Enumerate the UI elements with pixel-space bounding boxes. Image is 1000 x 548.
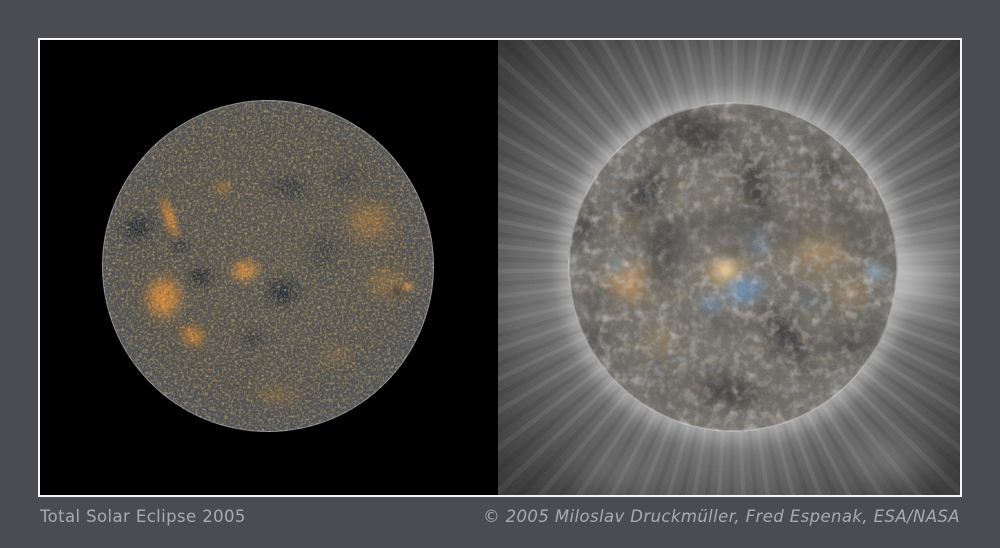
feature-blob xyxy=(170,238,190,254)
feature-blob xyxy=(715,269,773,311)
feature-blob xyxy=(142,272,186,324)
corona-disk-texture xyxy=(568,102,898,432)
magnetogram-sun-disk xyxy=(102,100,434,432)
feature-blob xyxy=(173,319,213,353)
photo-title: Total Solar Eclipse 2005 xyxy=(40,507,246,526)
feature-blob xyxy=(704,254,748,290)
feature-blob xyxy=(213,179,233,195)
feature-blob xyxy=(228,258,262,284)
eclipse-composite-photo xyxy=(38,38,962,497)
feature-blob xyxy=(863,263,887,281)
magnetogram-limb-ring xyxy=(102,100,434,432)
magnetogram-feature-layer xyxy=(102,100,434,432)
feature-blob xyxy=(327,166,363,190)
feature-blob xyxy=(263,171,315,203)
feature-blob xyxy=(241,330,265,348)
corona-limb-ring xyxy=(568,102,898,432)
feature-blob xyxy=(155,191,185,245)
feature-blob xyxy=(798,150,858,186)
feature-blob xyxy=(742,286,830,386)
feature-blob xyxy=(614,212,642,232)
feature-blob xyxy=(114,208,162,248)
feature-blob xyxy=(644,206,684,290)
feature-blob xyxy=(305,229,341,277)
feature-blob xyxy=(729,139,783,237)
feature-blob xyxy=(696,296,724,314)
feature-blob xyxy=(401,282,415,292)
magnetogram-panel xyxy=(40,40,498,495)
feature-blob xyxy=(362,265,414,301)
feature-blob xyxy=(601,258,657,306)
corona-sun-disk xyxy=(568,102,898,432)
feature-blob xyxy=(263,276,303,308)
feature-blob xyxy=(640,328,676,352)
feature-blob xyxy=(611,151,681,233)
feature-blob xyxy=(602,255,634,275)
feature-blob xyxy=(784,224,856,276)
feature-blob xyxy=(717,262,735,278)
feature-blob xyxy=(796,292,820,308)
corona-panel xyxy=(498,40,960,495)
feature-blob xyxy=(828,277,872,307)
feature-blob xyxy=(739,217,777,263)
photo-credit: © 2005 Miloslav Druckmüller, Fred Espena… xyxy=(483,507,960,526)
feature-blob xyxy=(318,346,354,366)
feature-blob xyxy=(690,372,770,412)
feature-blob xyxy=(187,266,215,288)
feature-blob xyxy=(826,325,874,365)
corona-feature-layer xyxy=(568,102,898,432)
feature-blob xyxy=(251,384,305,408)
feature-blob xyxy=(390,285,406,297)
caption-bar: Total Solar Eclipse 2005 © 2005 Miloslav… xyxy=(40,497,960,548)
feature-blob xyxy=(340,198,400,246)
magnetogram-noise-texture xyxy=(102,100,434,432)
